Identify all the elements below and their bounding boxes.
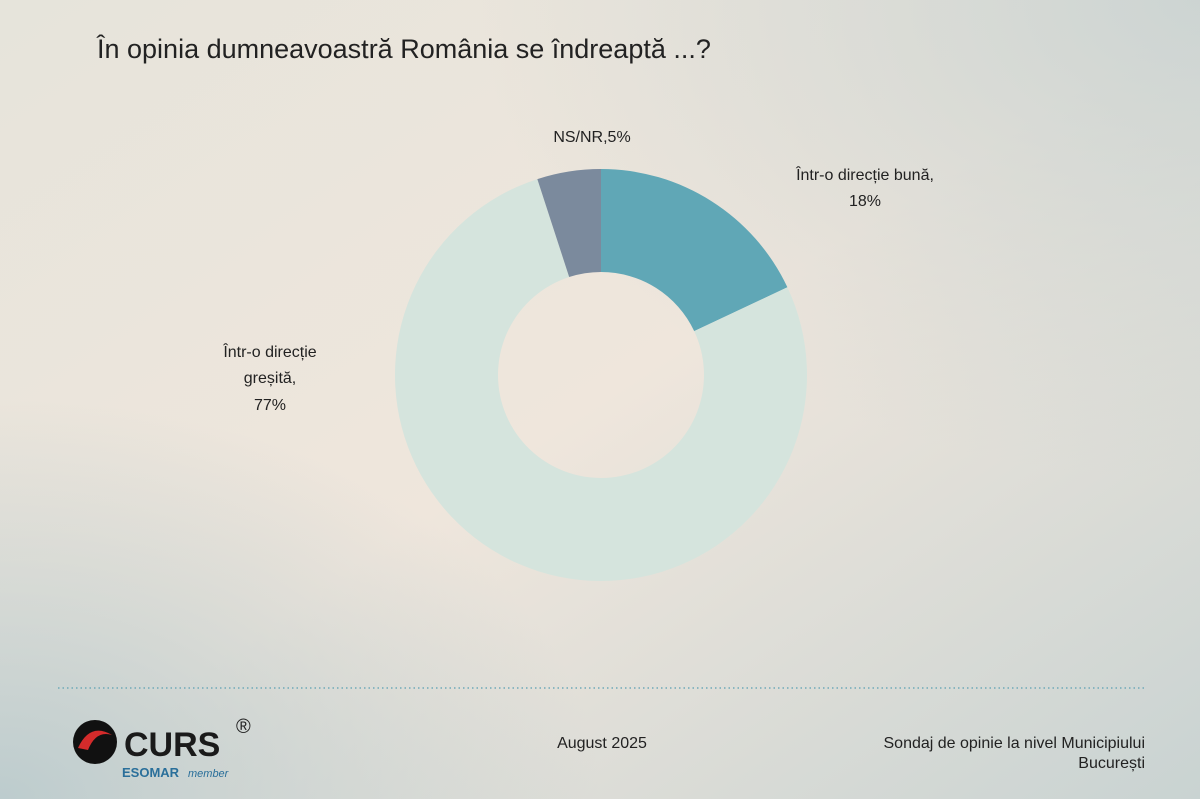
value-label: 18% [849, 193, 881, 210]
logo: CURS ® ESOMAR member [73, 716, 251, 780]
logo-registered: ® [236, 716, 251, 738]
footer-date: August 2025 [557, 735, 647, 752]
category-label: Într-o direcție [222, 342, 316, 361]
esomar: ESOMAR [122, 765, 180, 780]
donut-slice [601, 169, 788, 332]
logo-text: CURS [124, 726, 220, 764]
value-label: 77% [254, 397, 286, 414]
chart-title: În opinia dumneavoastră România se îndre… [96, 33, 711, 64]
category-label: Într-o direcție bună, [795, 165, 934, 184]
slice-label: NS/NR,5% [553, 129, 630, 146]
donut-slice [537, 169, 601, 278]
footer-source: București [1078, 755, 1145, 772]
donut [394, 169, 807, 582]
value-label: 5% [608, 129, 631, 146]
esomar-member: member [188, 768, 230, 780]
logo-swoosh [78, 730, 112, 750]
category-label: greșită, [244, 370, 296, 387]
footer-source: Sondaj de opinie la nivel Municipiului [884, 735, 1146, 752]
donut-slice [394, 179, 807, 582]
logo-mark [73, 720, 117, 764]
category-label: NS/NR, [553, 129, 607, 146]
